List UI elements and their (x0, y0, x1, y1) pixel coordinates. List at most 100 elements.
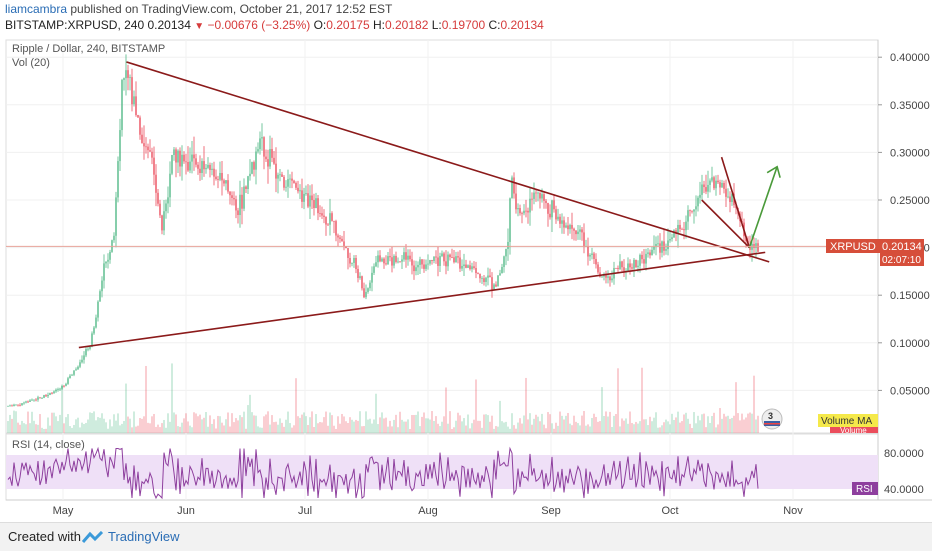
candle-body (247, 176, 249, 190)
volume-bar (317, 423, 319, 433)
volume-bar (535, 414, 537, 433)
volume-bar (55, 416, 57, 433)
candle-body (279, 174, 281, 176)
volume-bar (311, 411, 313, 433)
volume-bar (681, 421, 683, 433)
volume-bar (377, 424, 379, 433)
candle-body (339, 237, 341, 239)
candle-body (671, 237, 673, 240)
candle-body (465, 264, 467, 268)
volume-bar (153, 413, 155, 433)
volume-bar (711, 416, 713, 433)
volume-bar (477, 420, 479, 433)
events-badge[interactable]: 3 (761, 408, 783, 430)
candle-body (21, 403, 23, 406)
candle-body (317, 198, 319, 214)
volume-bar (625, 418, 627, 433)
candle-body (181, 154, 183, 167)
time-tick-label: Jul (298, 505, 312, 517)
volume-bar (467, 414, 469, 433)
volume-bar (541, 413, 543, 433)
volume-bar (491, 415, 493, 433)
candle-body (475, 268, 477, 274)
candle-body (245, 186, 247, 190)
volume-bar (25, 424, 27, 433)
candle-body (499, 273, 501, 276)
candle-body (157, 192, 159, 204)
volume-bar (533, 418, 535, 433)
volume-bar (399, 411, 401, 433)
volume-bar (183, 418, 185, 433)
open-value: 0.20175 (326, 18, 370, 32)
volume-bar (525, 377, 527, 433)
candle-body (207, 164, 209, 168)
candle-body (97, 301, 99, 318)
volume-bar (273, 422, 275, 433)
candle-body (17, 404, 19, 406)
candle-body (443, 253, 445, 262)
volume-bar (715, 427, 717, 433)
candle-body (211, 168, 213, 170)
volume-bar (65, 417, 67, 433)
volume-bar (245, 428, 247, 433)
volume-bar (409, 428, 411, 433)
volume-bar (653, 417, 655, 433)
volume-bar (543, 424, 545, 433)
candle-body (73, 370, 75, 375)
volume-bar (417, 411, 419, 433)
time-axis[interactable]: May Jun Jul Aug Sep Oct Nov (53, 505, 804, 517)
candle-body (413, 265, 415, 272)
candle-body (493, 284, 495, 290)
price-chart[interactable]: Ripple / Dollar, 240, BITSTAMP Vol (20) … (0, 38, 932, 518)
candle-body (91, 333, 93, 347)
volume-bar (129, 418, 131, 433)
candle-body (335, 221, 337, 236)
candle-body (197, 164, 199, 169)
candle-body (367, 288, 369, 292)
price-axis[interactable]: 0.400000.350000.300000.250000.200000.150… (878, 52, 930, 397)
volume-bar (455, 420, 457, 433)
candle-body (519, 208, 521, 214)
candle-body (565, 225, 567, 228)
candle-body (685, 221, 687, 231)
publisher-name[interactable]: liamcambra (5, 2, 68, 16)
volume-bar (229, 426, 231, 433)
candle-body (13, 404, 15, 407)
candle-body (667, 240, 669, 250)
candle-body (133, 96, 135, 105)
volume-bars (7, 363, 759, 433)
candle-body (39, 397, 41, 399)
volume-bar (221, 422, 223, 433)
candle-body (731, 193, 733, 203)
volume-bar (219, 416, 221, 433)
volume-bar (663, 422, 665, 433)
candle-body (451, 257, 453, 258)
volume-bar (175, 414, 177, 433)
volume-bar (577, 423, 579, 433)
candle-body (229, 191, 231, 196)
volume-bar (343, 416, 345, 433)
volume-bar (745, 417, 747, 433)
candle-body (491, 277, 493, 290)
volume-bar (673, 419, 675, 433)
volume-bar (279, 418, 281, 433)
volume-bar (95, 420, 97, 433)
candle-body (471, 266, 473, 270)
volume-bar (447, 423, 449, 433)
candle-body (469, 265, 471, 270)
close-label: C: (488, 18, 501, 32)
volume-bar (471, 423, 473, 433)
volume-bar (83, 424, 85, 433)
candle-body (223, 180, 225, 184)
volume-bar (499, 400, 501, 433)
volume-bar (649, 416, 651, 433)
candle-body (611, 278, 613, 281)
volume-bar (473, 419, 475, 433)
candle-body (591, 253, 593, 255)
volume-bar (481, 427, 483, 433)
price-tag-value: 0.20134 (882, 241, 922, 253)
candle-body (173, 149, 175, 156)
candle-body (355, 258, 357, 269)
tradingview-brand[interactable]: TradingView (108, 529, 180, 544)
volume-bar (493, 428, 495, 433)
